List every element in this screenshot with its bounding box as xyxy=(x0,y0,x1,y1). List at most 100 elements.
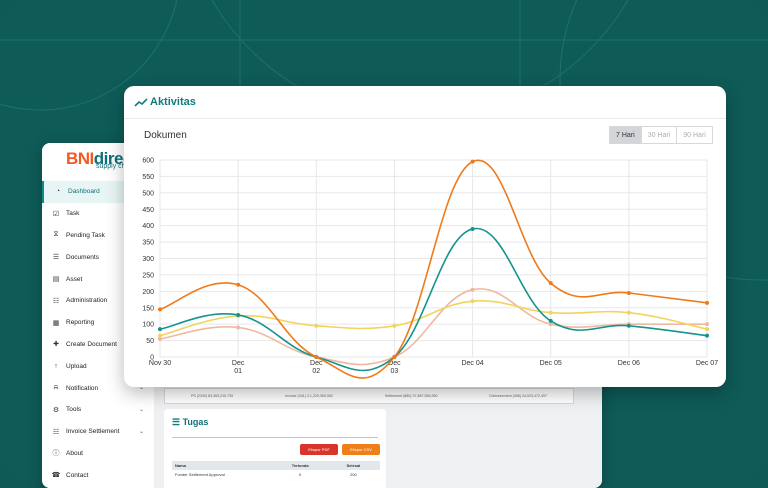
data-point[interactable] xyxy=(470,226,475,231)
data-point[interactable] xyxy=(705,333,709,338)
data-point[interactable] xyxy=(548,281,553,286)
sidebar-item-documents[interactable]: ☰ Documents xyxy=(42,246,154,268)
data-point[interactable] xyxy=(705,327,709,332)
y-tick-label: 0 xyxy=(150,355,154,362)
data-point[interactable] xyxy=(548,322,553,327)
range-90-days-button[interactable]: 90 Hari xyxy=(676,126,713,144)
y-tick-label: 350 xyxy=(142,240,154,247)
reporting-icon: ▦ xyxy=(52,319,60,327)
line-chart: 0 50 100 150 200 250 300 350 400 450 500 550 600 Nov … xyxy=(142,158,718,379)
y-tick-label: 300 xyxy=(142,256,154,263)
sidebar-item-label: About xyxy=(66,449,83,457)
table-cell: 200 xyxy=(350,472,357,477)
data-point[interactable] xyxy=(470,287,475,292)
chevron-down-icon: ⌄ xyxy=(138,428,144,435)
y-tick-label: 200 xyxy=(142,289,154,296)
data-point[interactable] xyxy=(392,355,397,359)
sidebar-item-label: Upload xyxy=(66,362,87,370)
sidebar-item-upload[interactable]: ↑ Upload xyxy=(42,355,154,377)
data-point[interactable] xyxy=(626,290,631,295)
table-row[interactable]: Funder Settlement Approval 0 200 xyxy=(172,470,380,479)
export-csv-button[interactable]: Ekspor CSV xyxy=(342,444,380,455)
range-selector: 7 Hari 30 Hari 90 Hari xyxy=(609,126,713,144)
sidebar-item-label: Documents xyxy=(66,253,99,261)
data-point[interactable] xyxy=(158,336,162,341)
summary-item: Disbursement (398) 24,023,472,497 xyxy=(489,394,547,398)
sidebar-item-task[interactable]: ☑ Task xyxy=(42,203,154,225)
panel-title: Aktivitas xyxy=(150,96,196,108)
column-header: Selesai xyxy=(346,463,361,468)
sidebar-item-reporting[interactable]: ▦ Reporting xyxy=(42,312,154,334)
y-tick-label: 500 xyxy=(142,190,154,197)
x-tick-label: Dec 04 xyxy=(461,360,483,367)
data-point[interactable] xyxy=(392,323,397,328)
summary-item: PS (2340) 83,363,215,735 xyxy=(190,394,234,398)
aktivitas-panel: Aktivitas Dokumen 7 Hari 30 Hari 90 Hari… xyxy=(124,86,726,387)
data-point[interactable] xyxy=(158,333,162,338)
sidebar-item-about[interactable]: ⓘ About xyxy=(42,443,154,465)
contact-icon: ☎ xyxy=(51,472,61,480)
sidebar-item-pending-task[interactable]: ⧖ Pending Task xyxy=(42,225,154,247)
series-line xyxy=(159,227,708,372)
sidebar-item-create-document[interactable]: ✚ Create Document xyxy=(42,334,154,356)
panel-header: Aktivitas xyxy=(124,86,726,119)
sidebar-item-label: Contact xyxy=(66,471,89,479)
chevron-down-icon: ⌄ xyxy=(138,385,144,392)
y-tick-label: 250 xyxy=(142,272,154,279)
invoice-icon: ☷ xyxy=(52,428,60,436)
data-point[interactable] xyxy=(470,299,475,304)
sidebar-item-asset[interactable]: ▤ Asset xyxy=(42,268,154,290)
y-tick-label: 50 xyxy=(146,338,154,345)
sidebar-item-invoice-settlement[interactable]: ☷ Invoice Settlement ⌄ xyxy=(42,421,154,443)
tugas-card: ☰ Tugas Ekspor PDF Ekspor CSV Nama Tertu… xyxy=(164,409,386,488)
series-line xyxy=(159,300,708,337)
data-point[interactable] xyxy=(236,312,241,317)
range-7-days-button[interactable]: 7 Hari xyxy=(609,126,642,144)
series-0 xyxy=(158,159,709,379)
data-point[interactable] xyxy=(548,310,553,315)
data-point[interactable] xyxy=(158,307,162,312)
y-tick-label: 600 xyxy=(142,158,154,165)
logo-subtitle: supply ch xyxy=(96,163,126,170)
sidebar-item-label: Notification xyxy=(66,384,99,392)
data-point[interactable] xyxy=(705,300,709,305)
data-point[interactable] xyxy=(158,327,162,332)
tugas-title: ☰ Tugas xyxy=(172,417,208,428)
series-2 xyxy=(158,299,709,338)
series-line xyxy=(159,159,708,379)
create-document-icon: ✚ xyxy=(53,341,59,349)
sidebar-item-contact[interactable]: ☎ Contact xyxy=(42,464,154,486)
asset-icon: ▤ xyxy=(52,276,60,284)
x-tick-label: Dec xyxy=(232,360,245,367)
chevron-down-icon: ⌄ xyxy=(138,406,144,413)
divider xyxy=(172,437,378,438)
x-tick-label: Dec 05 xyxy=(540,360,562,367)
chart-title: Dokumen xyxy=(144,130,187,141)
sidebar-menu: ◔ Dashboard ☑ Task ⧖ Pending Task ☰ Documents ▤ A… xyxy=(42,181,154,486)
data-point[interactable] xyxy=(626,310,631,315)
documents-icon: ☰ xyxy=(52,254,60,262)
x-tick-label: 02 xyxy=(312,368,320,375)
x-tick-label: Nov 30 xyxy=(149,360,171,367)
summary-strip: PS (2340) 83,363,215,735 Invoice (341) 3,… xyxy=(164,388,574,404)
data-point[interactable] xyxy=(705,322,709,327)
task-icon: ☑ xyxy=(52,210,60,218)
trend-icon xyxy=(134,98,148,107)
sidebar-item-tools[interactable]: ⚙ Tools ⌄ xyxy=(42,399,154,421)
data-point[interactable] xyxy=(236,325,241,330)
data-point[interactable] xyxy=(626,323,631,328)
sidebar-item-label: Pending Task xyxy=(66,231,105,239)
data-point[interactable] xyxy=(470,159,475,164)
y-tick-label: 400 xyxy=(142,223,154,230)
x-tick-label: Dec 07 xyxy=(696,360,718,367)
data-point[interactable] xyxy=(548,318,553,323)
export-pdf-button[interactable]: Ekspor PDF xyxy=(300,444,338,455)
sidebar-item-administration[interactable]: ☷ Administration xyxy=(42,290,154,312)
data-point[interactable] xyxy=(314,355,319,359)
sidebar-item-label: Administration xyxy=(66,297,108,305)
pending-task-icon: ⧖ xyxy=(53,231,59,239)
data-point[interactable] xyxy=(314,323,319,328)
data-point[interactable] xyxy=(236,282,241,287)
range-30-days-button[interactable]: 30 Hari xyxy=(640,126,678,144)
sidebar-item-notification[interactable]: ⍾ Notification ⌄ xyxy=(42,377,154,399)
